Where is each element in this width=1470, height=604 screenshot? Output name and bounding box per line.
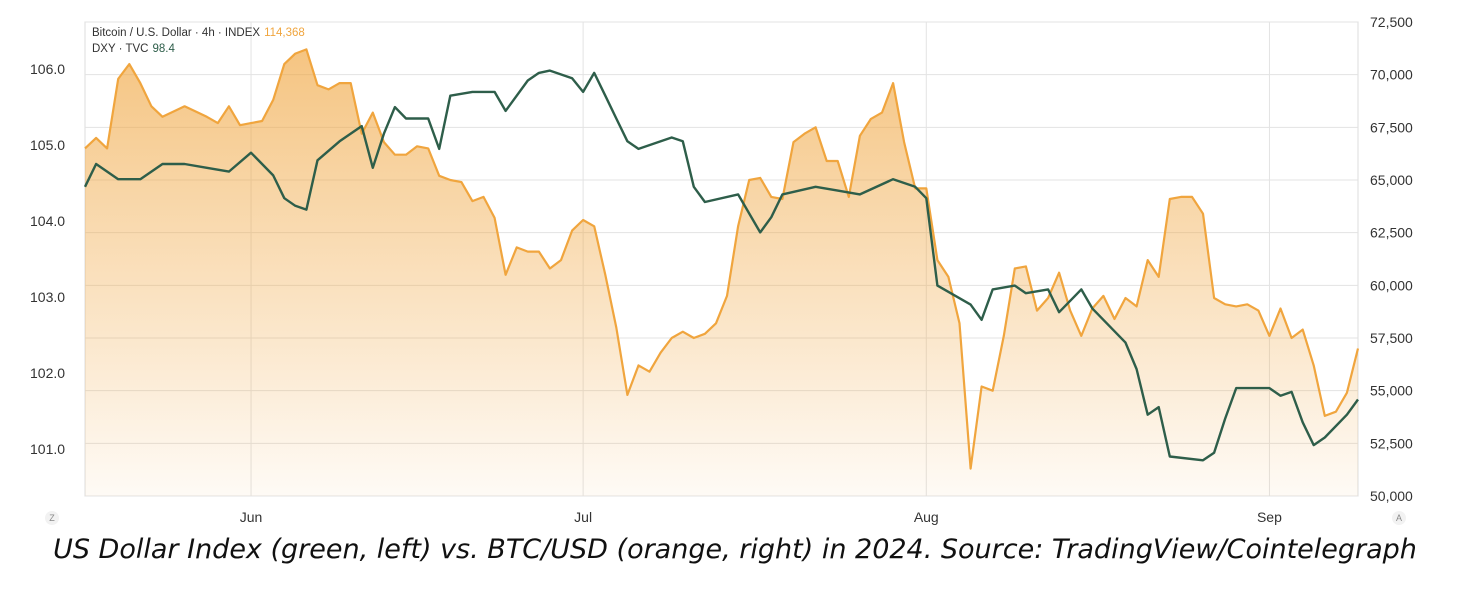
left-axis-tick-label: 101.0	[30, 441, 65, 457]
x-axis-tick-label: Aug	[914, 509, 939, 525]
dxy-series-line	[83, 69, 1359, 462]
timezone-button[interactable]: Z	[45, 511, 59, 525]
right-axis-tick-label: 67,500	[1370, 119, 1413, 135]
right-axis-tick-label: 57,500	[1370, 330, 1413, 346]
x-axis-tick-label: Sep	[1257, 509, 1282, 525]
right-axis-tick-label: 50,000	[1370, 488, 1413, 504]
legend-dxy-label: DXY · TVC	[92, 42, 149, 55]
btc-area	[85, 49, 1358, 497]
legend-btc: Bitcoin / U.S. Dollar · 4h · INDEX 114,36…	[92, 26, 305, 42]
x-axis-tick-label: Jun	[240, 509, 263, 525]
right-axis-tick-label: 70,000	[1370, 67, 1413, 83]
chart-area: 50,000 52,500 55,000 57,500 60,000 62,500 65,0…	[30, 14, 1413, 525]
left-axis-tick-label: 106.0	[30, 61, 65, 77]
legend-dxy-value: 98.4	[152, 42, 175, 55]
right-axis-tick-label: 55,000	[1370, 383, 1413, 399]
legend: Bitcoin / U.S. Dollar · 4h · INDEX 114,36…	[92, 26, 305, 57]
legend-dxy: DXY · TVC 98.4	[92, 42, 305, 58]
right-axis-tick-label: 60,000	[1370, 277, 1413, 293]
right-axis-tick-label: 72,500	[1370, 14, 1413, 30]
figure-caption: US Dollar Index (green, left) vs. BTC/US…	[53, 534, 1417, 565]
right-axis-tick-label: 65,000	[1370, 172, 1413, 188]
auto-scale-button[interactable]: A	[1392, 511, 1406, 525]
left-axis-tick-label: 105.0	[30, 137, 65, 153]
right-axis-tick-label: 62,500	[1370, 225, 1413, 241]
chart-canvas: 50,000 52,500 55,000 57,500 60,000 62,500 65,0…	[30, 14, 1413, 525]
x-axis-tick-label: Jul	[574, 509, 592, 525]
right-axis-tick-label: 52,500	[1370, 435, 1413, 451]
left-axis-tick-label: 104.0	[30, 213, 65, 229]
left-axis-tick-label: 102.0	[30, 365, 65, 381]
left-axis-tick-label: 103.0	[30, 289, 65, 305]
btc-series-line	[84, 48, 1360, 470]
legend-btc-value: 114,368	[264, 27, 305, 39]
legend-btc-label: Bitcoin / U.S. Dollar · 4h · INDEX	[92, 27, 261, 39]
